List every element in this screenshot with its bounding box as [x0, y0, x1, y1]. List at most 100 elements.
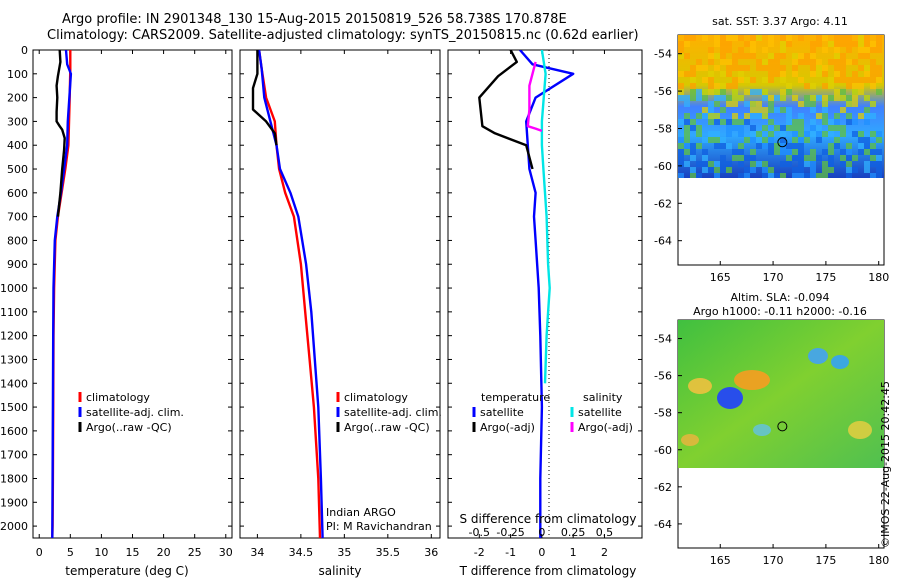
sst-cell — [690, 167, 696, 173]
sst-cell — [768, 149, 774, 155]
depth-tick-label: 1200 — [0, 330, 28, 343]
sst-cell — [738, 65, 744, 71]
sst-cell — [690, 35, 696, 41]
sst-cell — [732, 59, 738, 65]
sst-cell — [840, 149, 846, 155]
map-y-tick-label: -54 — [654, 48, 672, 61]
sst-cell — [744, 167, 750, 173]
sst-cell — [780, 65, 786, 71]
legend-entry: Argo(..raw -QC) — [344, 421, 430, 434]
data-source-annotation: Indian ARGO — [326, 506, 396, 519]
pi-annotation: PI: M Ravichandran — [326, 520, 432, 533]
sst-cell — [864, 77, 870, 83]
sla-high-anomaly — [848, 421, 872, 439]
sst-cell — [804, 137, 810, 143]
sst-cell — [714, 83, 720, 89]
sst-cell — [792, 173, 798, 178]
sla-map-panel: Altim. SLA: -0.094 Argo h1000: -0.11 h20… — [654, 291, 889, 567]
sst-cell — [690, 143, 696, 149]
sst-cell — [834, 113, 840, 119]
sst-cell — [858, 137, 864, 143]
depth-tick-label: 0 — [21, 44, 28, 57]
sst-cell — [732, 89, 738, 95]
sst-cell — [810, 47, 816, 53]
sst-cell — [708, 167, 714, 173]
sst-cell — [870, 83, 876, 89]
sst-cell — [822, 47, 828, 53]
sst-cell — [744, 137, 750, 143]
depth-tick-label: 400 — [7, 139, 28, 152]
sst-cell — [756, 89, 762, 95]
sst-cell — [870, 149, 876, 155]
sst-cell — [840, 107, 846, 113]
sst-cell — [804, 83, 810, 89]
sst-cell — [840, 77, 846, 83]
sst-cell — [684, 53, 690, 59]
map-x-tick-label: 175 — [815, 271, 836, 284]
sst-cell — [744, 113, 750, 119]
depth-tick-label: 1000 — [0, 282, 28, 295]
sst-cell — [720, 167, 726, 173]
sst-cell — [780, 95, 786, 101]
sst-cell — [876, 41, 882, 47]
sst-cell — [828, 125, 834, 131]
t-difference-label: T difference from climatology — [459, 564, 637, 578]
sst-cell — [780, 47, 786, 53]
depth-tick-label: 600 — [7, 187, 28, 200]
sst-cell — [762, 125, 768, 131]
sst-cell — [840, 35, 846, 41]
sst-cell — [870, 131, 876, 137]
sst-cell — [702, 89, 708, 95]
sst-cell — [786, 89, 792, 95]
sst-cell — [720, 155, 726, 161]
sst-cell — [822, 35, 828, 41]
sst-cell — [702, 155, 708, 161]
sst-cell — [702, 113, 708, 119]
sst-cell — [732, 119, 738, 125]
sst-cell — [864, 119, 870, 125]
sst-cell — [768, 167, 774, 173]
sst-cell — [684, 131, 690, 137]
salinity-legend: climatology satellite-adj. clim. Argo(..ra… — [336, 391, 442, 434]
sst-cell — [702, 65, 708, 71]
sst-cell — [696, 131, 702, 137]
figure-title-line1: Argo profile: IN 2901348_130 15-Aug-2015… — [62, 12, 567, 27]
sst-cell — [816, 155, 822, 161]
sst-cell — [834, 41, 840, 47]
difference-profiles — [478, 50, 575, 538]
series-line — [257, 50, 324, 538]
series-line — [251, 50, 278, 146]
sst-cell — [864, 149, 870, 155]
sst-cell — [798, 59, 804, 65]
sst-cell — [744, 53, 750, 59]
map-y-tick-label: -58 — [654, 407, 672, 420]
sst-cell — [756, 161, 762, 167]
series-line — [257, 50, 322, 538]
sst-cell — [768, 107, 774, 113]
sst-cell — [720, 107, 726, 113]
x-tick-label: -2 — [474, 546, 485, 559]
s-difference-tick-label: 0.25 — [561, 526, 586, 539]
sst-cell — [750, 161, 756, 167]
sst-cell — [744, 155, 750, 161]
sst-cell — [696, 113, 702, 119]
difference-axes-box — [447, 49, 643, 539]
sst-cell — [732, 125, 738, 131]
sst-cell — [708, 71, 714, 77]
sst-cell — [744, 173, 750, 178]
sst-cell — [858, 65, 864, 71]
map-y-tick-label: -56 — [654, 370, 672, 383]
sst-cell — [810, 119, 816, 125]
legend-entry: Argo(-adj) — [480, 421, 535, 434]
temperature-legend: climatology satellite-adj. clim. Argo(..ra… — [78, 391, 184, 434]
sst-cell — [708, 59, 714, 65]
sst-cell — [780, 143, 786, 149]
legend-entry: satellite-adj. clim. — [86, 406, 184, 419]
map-y-tick-label: -64 — [654, 235, 672, 248]
sst-cell — [870, 155, 876, 161]
depth-tick-label: 100 — [7, 68, 28, 81]
sst-cell — [828, 155, 834, 161]
sst-cell — [756, 35, 762, 41]
sst-cell — [690, 83, 696, 89]
sst-cell — [750, 155, 756, 161]
